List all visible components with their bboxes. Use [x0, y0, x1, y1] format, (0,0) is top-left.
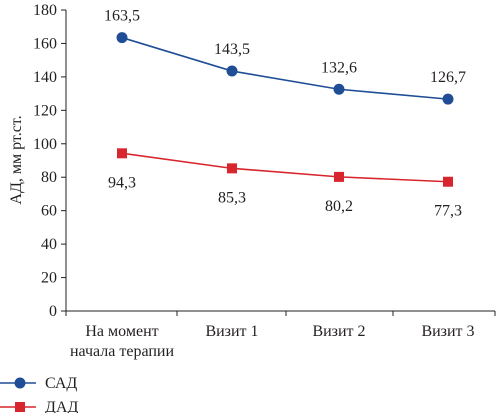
- data-point: [227, 163, 237, 174]
- data-label: 77,3: [434, 203, 462, 220]
- data-label: 132,6: [321, 59, 357, 76]
- series-line-2: [121, 152, 449, 183]
- legend-marker: [15, 402, 25, 412]
- data-point: [333, 83, 345, 95]
- y-tick-label: 0: [49, 303, 57, 320]
- data-label: 80,2: [325, 198, 353, 215]
- series-layer: 163,5 143,5 132,6 126,7 94,3 85,3 80,2 77,3: [104, 8, 466, 220]
- y-tick-label: 180: [33, 2, 57, 19]
- x-tick-label: Визит 3: [421, 323, 474, 340]
- data-point: [226, 65, 238, 77]
- legend-label: ДАД: [45, 399, 78, 413]
- data-label: 85,3: [218, 189, 246, 206]
- data-point: [116, 32, 128, 44]
- y-tick-label: 20: [41, 270, 57, 287]
- data-label: 94,3: [108, 174, 136, 191]
- y-axis: 0 20 40 60 80 100 120 140 160 180: [33, 2, 67, 320]
- legend-label: САД: [45, 375, 77, 392]
- y-tick-label: 100: [33, 136, 57, 153]
- y-tick-label: 120: [33, 102, 57, 119]
- y-tick-label: 80: [41, 169, 57, 186]
- y-axis-title: АД, мм рт.ст.: [8, 115, 25, 204]
- x-tick-label: Визит 1: [205, 323, 258, 340]
- y-tick-label: 60: [41, 203, 57, 220]
- data-point: [334, 171, 344, 182]
- y-tick-label: 40: [41, 236, 57, 253]
- y-tick-label: 160: [33, 35, 57, 52]
- data-label: 163,5: [104, 8, 140, 25]
- data-label: 126,7: [430, 69, 466, 86]
- legend: САД ДАД: [0, 375, 78, 413]
- data-point: [117, 148, 127, 159]
- data-point: [442, 93, 454, 105]
- data-label: 143,5: [214, 41, 250, 58]
- x-tick-label: На момент начала терапии: [70, 323, 175, 360]
- data-point: [443, 176, 453, 187]
- legend-marker: [14, 377, 26, 389]
- x-axis: На момент начала терапии Визит 1 Визит 2 Виз…: [65, 310, 496, 360]
- x-tick-label: Визит 2: [312, 323, 365, 340]
- series-line-1: [121, 36, 449, 100]
- y-tick-label: 140: [33, 69, 57, 86]
